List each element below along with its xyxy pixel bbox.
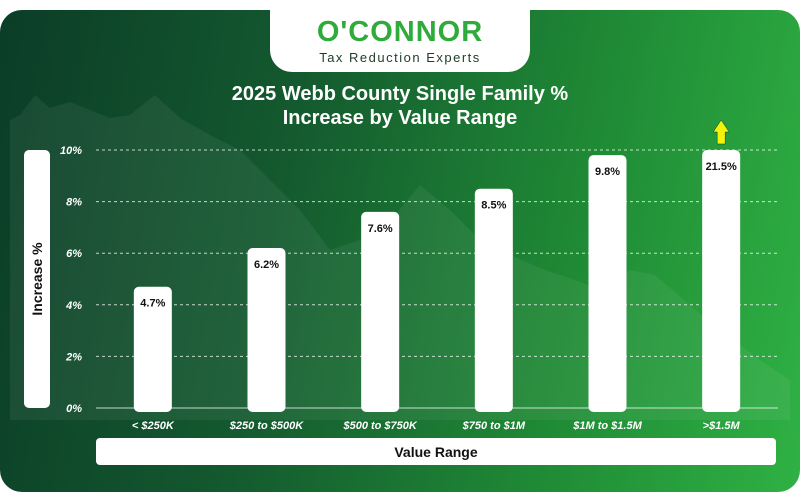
x-axis-label-box: Value Range [96, 438, 776, 465]
bar [702, 150, 741, 412]
y-tick-label: 10% [60, 145, 82, 157]
chart-title: 2025 Webb County Single Family % Increas… [150, 82, 650, 130]
y-axis-label-box [24, 150, 50, 408]
bar [247, 248, 286, 412]
bar [474, 188, 513, 412]
data-label: 7.6% [368, 223, 393, 235]
x-tick-label: $250 to $500K [229, 420, 304, 432]
data-label: 6.2% [254, 259, 279, 271]
data-label: 9.8% [595, 166, 620, 178]
logo: O'CONNOR Tax Reduction Experts [270, 10, 530, 72]
background-mountain [10, 95, 790, 420]
bar [361, 211, 400, 412]
data-label: 8.5% [481, 200, 506, 212]
y-tick-label: 8% [66, 197, 82, 209]
y-tick-label: 0% [66, 403, 82, 415]
y-tick-label: 4% [65, 300, 82, 312]
logo-name: O'CONNOR [316, 16, 484, 48]
chart-card: O'CONNOR Tax Reduction Experts [0, 10, 800, 492]
data-label: 4.7% [140, 298, 165, 310]
chart-title-line-1: 2025 Webb County Single Family % [231, 83, 569, 105]
x-tick-label: $1M to $1.5M [572, 420, 642, 432]
x-axis-label: Value Range [394, 444, 478, 460]
bar [133, 286, 172, 412]
bar [588, 155, 627, 412]
y-tick-label: 2% [65, 351, 82, 363]
x-tick-label: $750 to $1M [462, 420, 526, 432]
chart-title-line-2: Increase by Value Range [282, 107, 518, 129]
x-tick-label: < $250K [132, 420, 175, 432]
logo-tagline: Tax Reduction Experts [319, 50, 481, 65]
data-label: 21.5% [706, 161, 737, 173]
x-tick-label: >$1.5M [703, 420, 741, 432]
x-tick-label: $500 to $750K [342, 420, 417, 432]
overflow-arrow-icon [712, 119, 730, 145]
y-axis-label: Increase % [29, 242, 45, 316]
y-tick-label: 6% [66, 248, 82, 260]
